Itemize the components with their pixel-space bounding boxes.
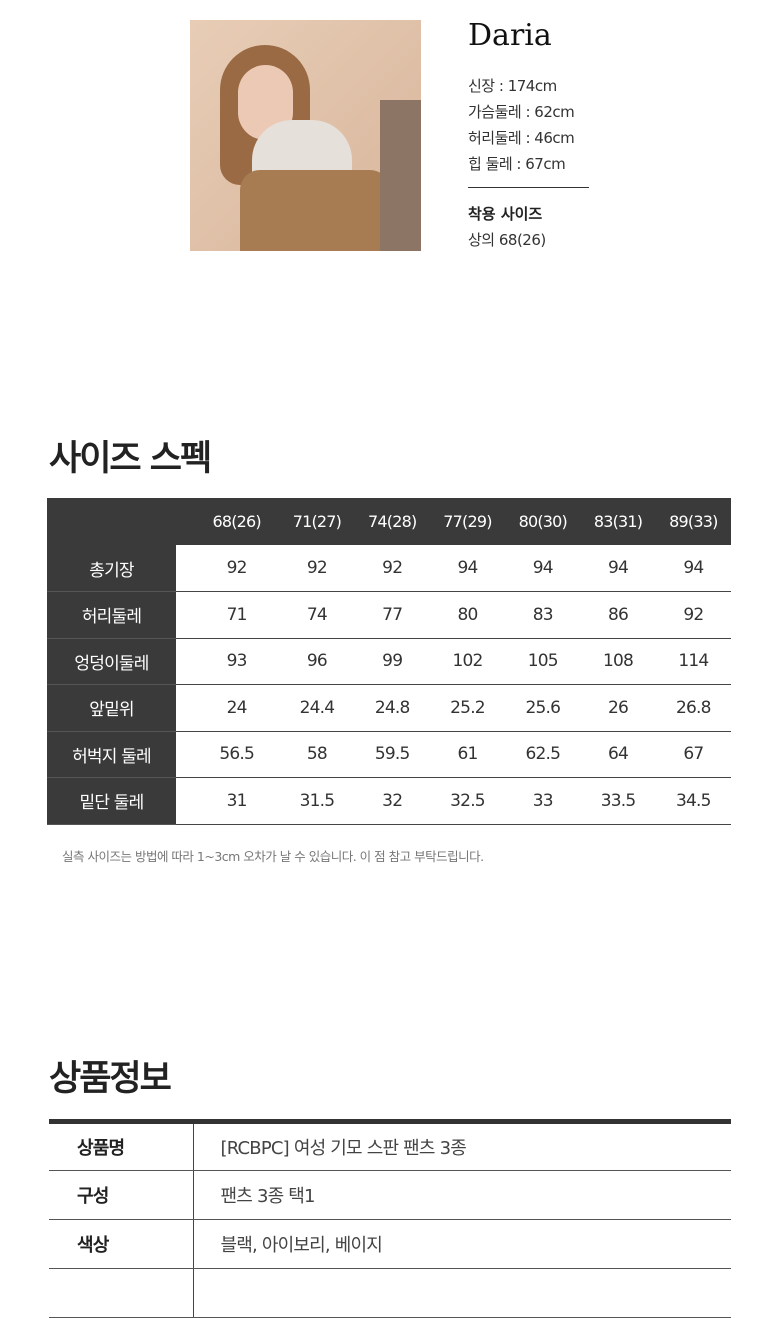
model-chest: 가슴둘레 : 62cm xyxy=(468,103,575,121)
size-cell: 24.8 xyxy=(354,684,430,732)
size-column-header: 71(27) xyxy=(279,498,355,545)
info-key: 색상 xyxy=(49,1219,194,1269)
size-column-header: 68(26) xyxy=(176,498,280,545)
size-row-label: 밑단 둘레 xyxy=(47,777,176,825)
size-row-label: 총기장 xyxy=(47,545,176,592)
size-column-header: 80(30) xyxy=(505,498,581,545)
corner-cell xyxy=(47,498,176,545)
size-column-header: 83(31) xyxy=(580,498,656,545)
size-note: 실측 사이즈는 방법에 따라 1~3cm 오차가 날 수 있습니다. 이 점 참… xyxy=(62,849,484,864)
info-row: 상품명 [RCBPC] 여성 기모 스판 팬츠 3종 xyxy=(49,1121,731,1171)
size-column-header: 77(29) xyxy=(429,498,506,545)
size-cell: 105 xyxy=(505,638,581,685)
size-column-header: 89(33) xyxy=(655,498,731,545)
size-cell: 74 xyxy=(279,591,355,639)
info-row: 구성 팬츠 3종 택1 xyxy=(49,1170,731,1220)
size-cell: 25.2 xyxy=(429,684,506,732)
info-key: 상품명 xyxy=(49,1121,194,1171)
size-cell: 92 xyxy=(176,545,280,592)
size-cell: 34.5 xyxy=(655,777,731,825)
size-cell: 92 xyxy=(279,545,355,592)
model-height: 신장 : 174cm xyxy=(468,77,557,95)
size-cell: 24.4 xyxy=(279,684,355,732)
size-cell: 56.5 xyxy=(176,731,280,778)
size-cell: 86 xyxy=(580,591,656,639)
size-cell: 58 xyxy=(279,731,355,778)
model-stats: 신장 : 174cm 가슴둘레 : 62cm 허리둘레 : 46cm 힙 둘레 … xyxy=(468,73,575,177)
size-cell: 94 xyxy=(429,545,506,592)
size-row: 허리둘레 71 74 77 80 83 86 92 xyxy=(47,591,731,639)
size-cell: 26 xyxy=(580,684,656,732)
size-cell: 31.5 xyxy=(279,777,355,825)
size-row-label: 허벅지 둘레 xyxy=(47,731,176,778)
size-cell: 80 xyxy=(429,591,506,639)
size-row-label: 앞밑위 xyxy=(47,684,176,732)
size-cell: 71 xyxy=(176,591,280,639)
size-cell: 25.6 xyxy=(505,684,581,732)
info-value: 블랙, 아이보리, 베이지 xyxy=(193,1219,731,1269)
size-cell: 24 xyxy=(176,684,280,732)
size-cell: 92 xyxy=(354,545,430,592)
size-row-label: 허리둘레 xyxy=(47,591,176,639)
model-waist: 허리둘레 : 46cm xyxy=(468,129,575,147)
size-cell: 114 xyxy=(655,638,731,685)
size-cell: 92 xyxy=(655,591,731,639)
size-cell: 99 xyxy=(354,638,430,685)
info-key xyxy=(49,1268,194,1318)
size-cell: 94 xyxy=(505,545,581,592)
size-cell: 94 xyxy=(580,545,656,592)
size-cell: 94 xyxy=(655,545,731,592)
size-cell: 108 xyxy=(580,638,656,685)
size-cell: 33.5 xyxy=(580,777,656,825)
size-column-header: 74(28) xyxy=(354,498,430,545)
product-info-title: 상품정보 xyxy=(49,1059,172,1099)
size-cell: 96 xyxy=(279,638,355,685)
info-row: 색상 블랙, 아이보리, 베이지 xyxy=(49,1219,731,1269)
size-row: 앞밑위 24 24.4 24.8 25.2 25.6 26 26.8 xyxy=(47,684,731,732)
info-row xyxy=(49,1268,731,1318)
size-row: 허벅지 둘레 56.5 58 59.5 61 62.5 64 67 xyxy=(47,731,731,778)
size-cell: 77 xyxy=(354,591,430,639)
size-cell: 93 xyxy=(176,638,280,685)
size-cell: 61 xyxy=(429,731,506,778)
model-name: Daria xyxy=(468,18,552,53)
size-row-label: 엉덩이둘레 xyxy=(47,638,176,685)
size-spec-table: 68(26) 71(27) 74(28) 77(29) 80(30) 83(31) 89(3… xyxy=(47,498,731,825)
product-info-table: 상품명 [RCBPC] 여성 기모 스판 팬츠 3종 구성 팬츠 3종 택1 색상 블랙,… xyxy=(49,1119,731,1318)
info-value: [RCBPC] 여성 기모 스판 팬츠 3종 xyxy=(193,1121,731,1171)
info-key: 구성 xyxy=(49,1170,194,1220)
size-cell: 67 xyxy=(655,731,731,778)
size-cell: 59.5 xyxy=(354,731,430,778)
size-cell: 32.5 xyxy=(429,777,506,825)
divider xyxy=(468,187,589,188)
wear-size-value: 상의 68(26) xyxy=(468,231,546,249)
info-value xyxy=(193,1268,731,1318)
size-cell: 64 xyxy=(580,731,656,778)
wear-size-title: 착용 사이즈 xyxy=(468,205,543,223)
size-cell: 83 xyxy=(505,591,581,639)
size-row: 총기장 92 92 92 94 94 94 94 xyxy=(47,545,731,592)
size-spec-title: 사이즈 스펙 xyxy=(49,439,212,479)
size-row: 엉덩이둘레 93 96 99 102 105 108 114 xyxy=(47,638,731,685)
size-cell: 32 xyxy=(354,777,430,825)
size-cell: 31 xyxy=(176,777,280,825)
size-row: 밑단 둘레 31 31.5 32 32.5 33 33.5 34.5 xyxy=(47,777,731,825)
size-cell: 62.5 xyxy=(505,731,581,778)
size-cell: 33 xyxy=(505,777,581,825)
info-value: 팬츠 3종 택1 xyxy=(193,1170,731,1220)
model-hip: 힙 둘레 : 67cm xyxy=(468,155,566,173)
size-cell: 102 xyxy=(429,638,506,685)
model-photo xyxy=(190,20,421,251)
size-cell: 26.8 xyxy=(655,684,731,732)
